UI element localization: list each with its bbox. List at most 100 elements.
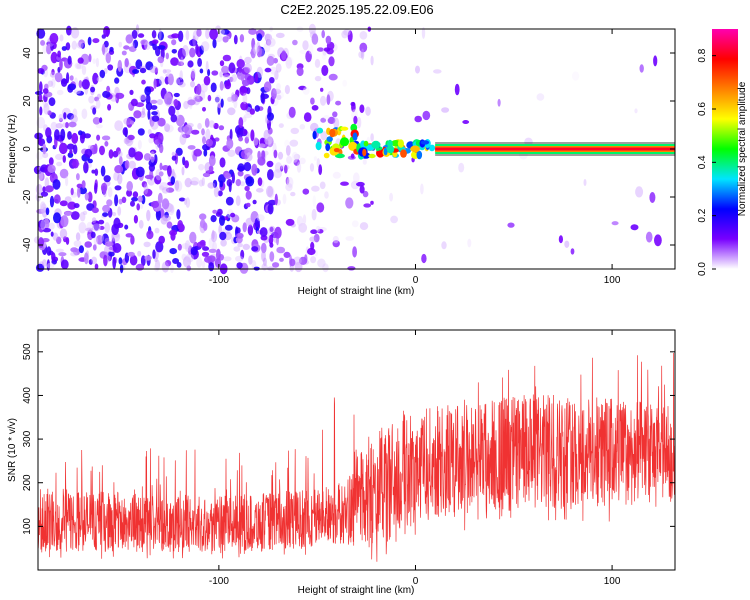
spectrogram-cell: [270, 66, 277, 75]
spectrogram-cell: [66, 72, 70, 84]
spectrogram-cell: [248, 28, 257, 35]
spectrogram-cell: [328, 73, 338, 81]
spectrogram-cell: [165, 73, 174, 78]
spectrogram-cell: [274, 226, 282, 239]
spectrogram-cell: [326, 94, 331, 106]
spectrogram-cell: [284, 84, 290, 95]
spectrogram-cell: [157, 45, 166, 50]
spectrogram-cell: [329, 128, 336, 138]
spectrogram-cell: [207, 69, 211, 77]
spectrogram-cell: [285, 56, 293, 69]
spectrogram-cell: [268, 234, 274, 245]
spectrogram-cell: [150, 149, 157, 154]
spectrogram-cell: [323, 115, 330, 120]
spectrogram-cell: [158, 171, 164, 177]
colorbar-tick-label: 0.4: [697, 155, 708, 169]
spectrogram-cell: [91, 256, 98, 265]
spectrogram-cell: [161, 198, 170, 210]
spectrogram-cell: [312, 130, 317, 140]
spectrogram-cell: [126, 181, 133, 192]
spectrogram-cell: [61, 46, 67, 51]
spectrogram-cell: [235, 179, 241, 187]
spectrogram-cell: [66, 143, 75, 150]
spectrogram-cell: [497, 98, 501, 107]
spectrogram-cell: [213, 186, 220, 198]
spectrogram-cell: [159, 162, 163, 171]
spectrogram-cell: [428, 144, 436, 152]
spectrogram-cell: [243, 113, 253, 119]
spectrogram-cell: [177, 30, 184, 42]
spectrogram-cell: [219, 231, 227, 241]
spectrogram-cell: [360, 48, 365, 60]
spectrogram-cell: [205, 28, 210, 40]
spectrogram-cell: [197, 57, 203, 67]
spectrogram-cell: [37, 68, 45, 74]
spectrogram-xlabel: Height of straight line (km): [298, 286, 415, 297]
spectrogram-cell: [274, 193, 278, 206]
spectrogram-cell: [162, 214, 171, 222]
spectrogram-cell: [114, 165, 124, 174]
spectrogram-cell: [43, 218, 50, 230]
spectrogram-cell: [118, 198, 123, 205]
spectrogram-cell: [296, 215, 304, 227]
spectrogram-cell: [70, 251, 78, 257]
spectrogram-cell: [150, 99, 158, 104]
spectrogram-cell: [416, 150, 423, 160]
spectrogram-cell: [219, 180, 224, 188]
spectrogram-cell: [168, 105, 176, 116]
spectrogram-cell: [140, 94, 146, 103]
spectrogram-cell: [264, 67, 272, 73]
spectrogram-cell: [187, 60, 194, 68]
spectrogram-cell: [77, 186, 81, 198]
spectrogram-cell: [150, 119, 159, 130]
spectrogram-cell: [42, 88, 49, 94]
spectrogram-cell: [271, 88, 277, 100]
spectrogram-cell: [186, 122, 194, 128]
spectrogram-cell: [210, 82, 217, 93]
spectrogram-cell: [286, 155, 293, 164]
y-tick-label: 20: [22, 95, 33, 107]
spectrogram-cell: [78, 245, 84, 254]
spectrogram-cell: [53, 212, 61, 224]
spectrogram-cell: [314, 58, 321, 68]
spectrogram-cell: [83, 133, 91, 139]
spectrogram-cell: [107, 187, 113, 198]
spectrogram-cell: [212, 38, 217, 49]
spectrogram-cell: [462, 120, 470, 124]
spectrogram-cell: [175, 147, 183, 156]
spectrogram-cell: [244, 56, 252, 64]
spectrogram-cell: [134, 151, 144, 161]
spectrogram-cell: [611, 221, 619, 226]
spectrogram-cell: [96, 134, 101, 141]
spectrogram-cell: [240, 73, 245, 82]
spectrogram-cell: [144, 174, 154, 180]
spectrogram-cell: [285, 176, 290, 185]
spectrogram-cell: [130, 200, 135, 207]
spectrogram-cell: [84, 148, 93, 158]
spectrogram-cell: [302, 40, 309, 51]
spectrogram-cell: [59, 168, 69, 179]
colorbar-label: Normalized spectral amplitude: [737, 81, 748, 216]
spectrogram-cell: [343, 29, 351, 36]
spectrogram-cell: [91, 217, 97, 224]
spectrogram-cell: [286, 177, 294, 188]
spectrogram-cell: [256, 66, 263, 79]
spectrogram-cell: [239, 85, 248, 96]
spectrogram-cell: [273, 168, 282, 179]
spectrogram-cell: [332, 240, 340, 248]
spectrogram-cell: [244, 147, 253, 156]
spectrogram-cell: [147, 129, 152, 135]
spectrogram-cell: [226, 138, 234, 150]
spectrogram-cell: [352, 132, 358, 141]
spectrogram-cell: [198, 163, 205, 171]
spectrogram-cell: [87, 191, 93, 203]
spectrogram-cell: [225, 196, 234, 206]
spectrogram-cell: [64, 211, 72, 217]
spectrogram-cell: [370, 200, 374, 205]
spectrogram-cell: [219, 157, 226, 168]
spectrogram-cell: [53, 194, 61, 204]
spectrogram-cell: [185, 253, 194, 263]
spectrogram-cell: [75, 232, 81, 241]
spectrogram-cell: [249, 108, 255, 115]
spectrogram-cell: [353, 172, 360, 184]
